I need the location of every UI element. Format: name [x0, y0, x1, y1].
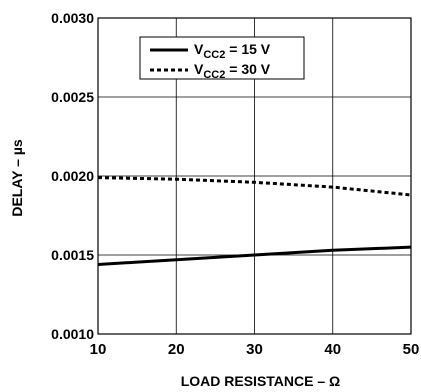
series-line-15v [97, 245, 412, 266]
legend-label-30v-subscript: CC2 [203, 69, 225, 81]
x-tick-label-0: 10 [90, 341, 107, 358]
y-tick-labels: 0.0010 0.0015 0.0020 0.0025 0.0030 [51, 10, 94, 342]
y-tick-label-4: 0.0030 [51, 10, 94, 26]
x-tick-labels: 10 20 30 40 50 [90, 341, 420, 358]
legend: VCC2 = 15 V VCC2 = 30 V [139, 36, 305, 81]
legend-label-15v-value: = 15 V [225, 41, 270, 57]
x-tick-label-1: 20 [168, 341, 185, 358]
legend-label-15v: VCC2 = 15 V [194, 41, 271, 61]
x-tick-label-2: 30 [246, 341, 263, 358]
legend-label-15v-subscript: CC2 [203, 49, 225, 61]
series-line-30v [97, 176, 412, 197]
legend-label-15v-name: V [194, 41, 204, 57]
legend-box [139, 36, 305, 80]
x-axis-title: LOAD RESISTANCE – Ω [181, 373, 341, 389]
plot-frame [97, 17, 412, 335]
x-tick-label-3: 40 [324, 341, 341, 358]
y-axis-title: DELAY – µs [9, 139, 25, 217]
y-tick-label-2: 0.0020 [51, 168, 94, 184]
legend-label-30v-value: = 30 V [225, 61, 270, 77]
x-tick-label-4: 50 [403, 341, 420, 358]
y-tick-label-1: 0.0015 [51, 247, 94, 263]
series-lines [97, 176, 412, 266]
y-tick-label-0: 0.0010 [51, 326, 94, 342]
legend-label-30v-name: V [194, 61, 204, 77]
legend-label-30v: VCC2 = 30 V [194, 61, 271, 81]
y-tick-label-3: 0.0025 [51, 89, 94, 105]
